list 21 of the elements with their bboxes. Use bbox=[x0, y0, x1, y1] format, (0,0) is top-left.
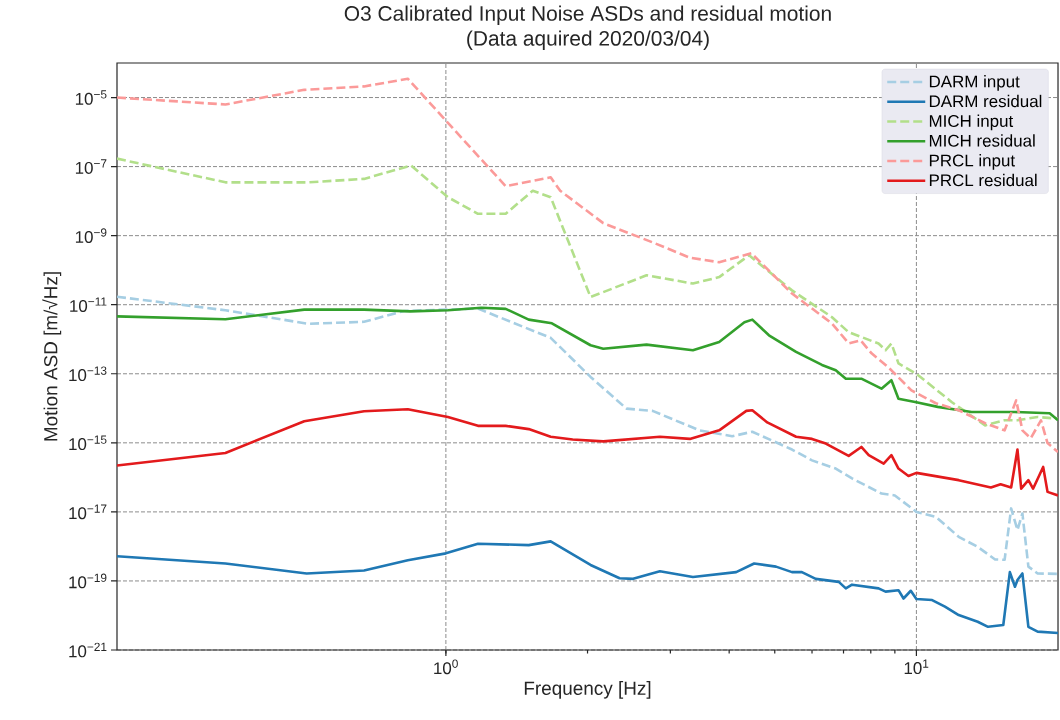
legend-label: DARM residual bbox=[929, 94, 1042, 108]
y-tick-label: 10$^{−21}$ bbox=[69, 642, 107, 658]
y-tick-label: 10$^{−13}$ bbox=[69, 366, 107, 382]
legend-label: PRCL residual bbox=[929, 173, 1037, 187]
y-tick-label: 10$^{−11}$ bbox=[70, 297, 107, 312]
x-axis-title: Frequency [Hz] bbox=[524, 681, 651, 699]
legend-label: MICH input bbox=[929, 114, 1014, 131]
y-tick-label: 10$^{−9}$ bbox=[75, 228, 107, 243]
x-tick-label: 10$^{0}$ bbox=[434, 659, 458, 675]
chart-subtitle: (Data aquired 2020/03/04) bbox=[467, 30, 709, 50]
y-tick-label: 10$^{−7}$ bbox=[75, 159, 107, 174]
chart-title: O3 Calibrated Input Noise ASDs and residual motion bbox=[344, 5, 831, 26]
y-axis-title: Motion ASD [m/√Hz] bbox=[42, 272, 62, 441]
y-tick-label: 10$^{−17}$ bbox=[69, 504, 107, 520]
y-tick-label: 10$^{−15}$ bbox=[69, 435, 107, 451]
x-tick-label: 10$^{1}$ bbox=[904, 659, 929, 675]
legend-label: PRCL input bbox=[929, 154, 1015, 170]
y-tick-label: 10$^{−19}$ bbox=[69, 573, 107, 589]
legend-label: MICH residual bbox=[929, 134, 1035, 147]
legend-label: DARM input bbox=[929, 75, 1020, 91]
y-tick-label: 10$^{−5}$ bbox=[75, 90, 107, 105]
